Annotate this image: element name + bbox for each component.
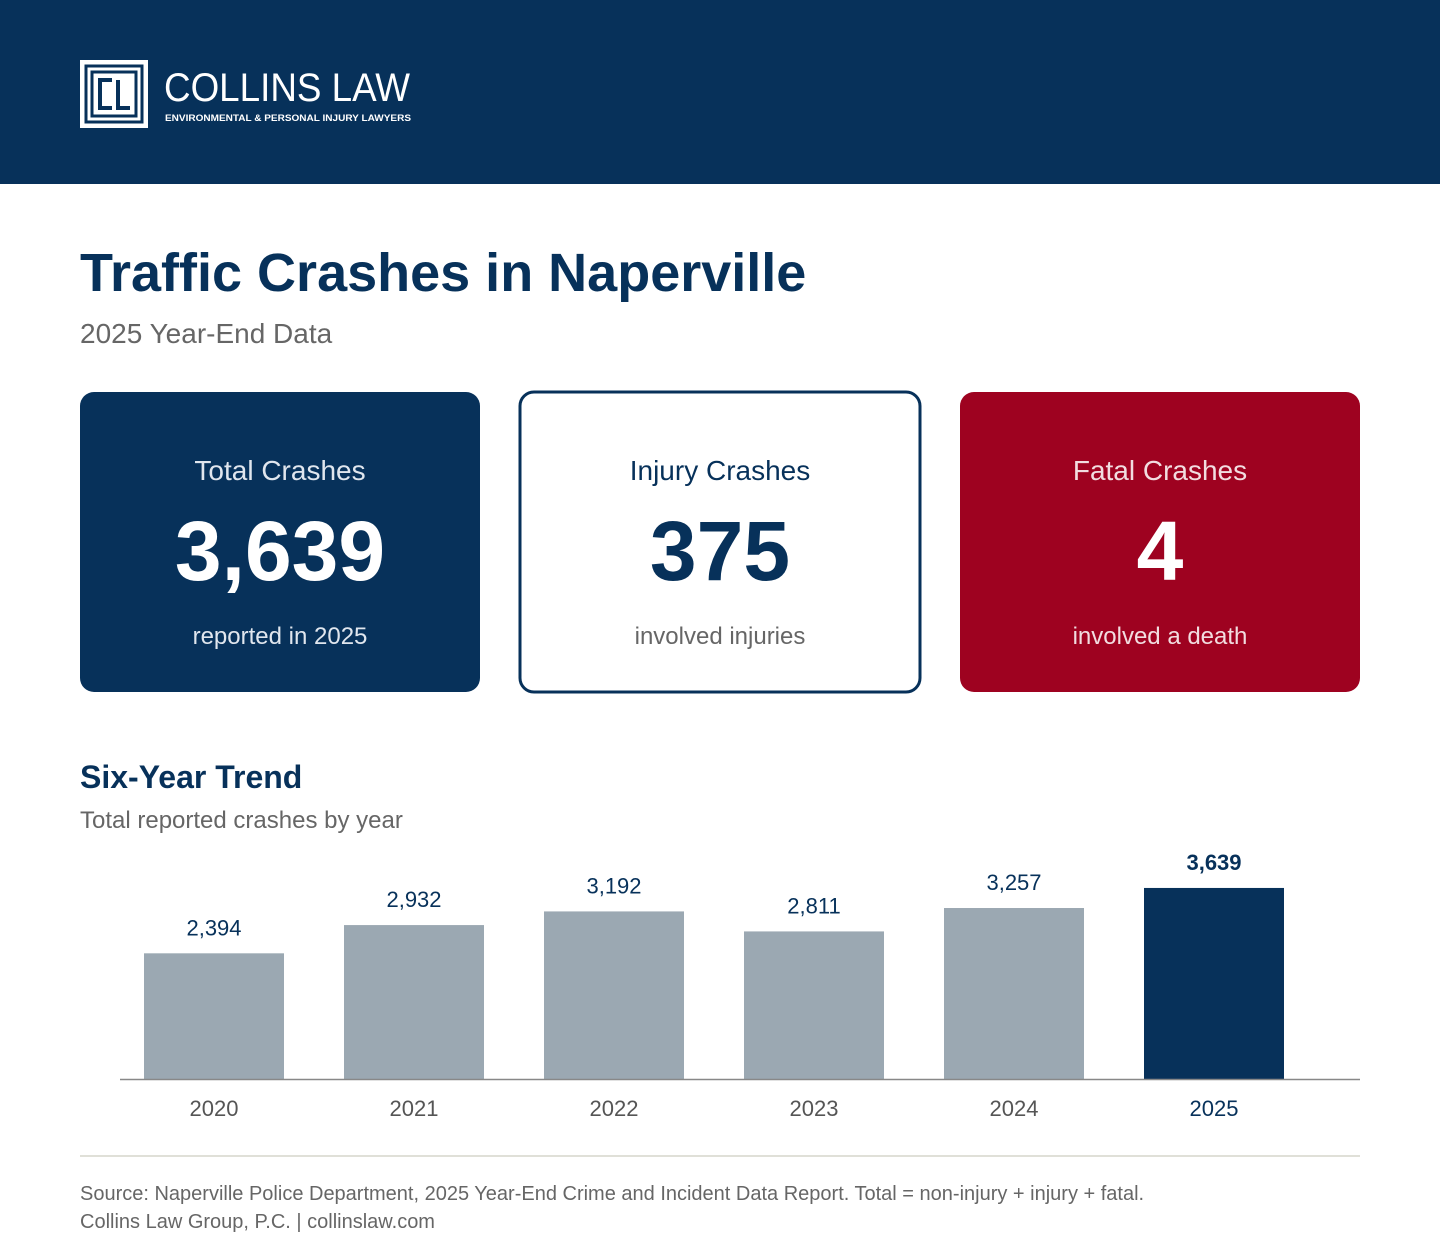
card bbox=[960, 392, 1360, 692]
chart-subtitle: Total reported crashes by year bbox=[80, 807, 403, 834]
value-label: 2,394 bbox=[186, 915, 241, 940]
bar bbox=[344, 925, 484, 1079]
card-label: Fatal Crashes bbox=[1073, 455, 1247, 486]
card-caption: involved a death bbox=[1073, 623, 1248, 650]
value-label: 3,192 bbox=[586, 873, 641, 898]
footer-credit: Collins Law Group, P.C. | collinslaw.com bbox=[80, 1211, 435, 1233]
x-tick-label: 2022 bbox=[590, 1096, 639, 1121]
page-subtitle: 2025 Year-End Data bbox=[80, 318, 333, 349]
brand: COLLINS LAW bbox=[164, 66, 410, 110]
chart-title: Six-Year Trend bbox=[80, 759, 302, 795]
footer-source: Source: Naperville Police Department, 20… bbox=[80, 1183, 1144, 1205]
bar bbox=[1144, 887, 1284, 1079]
card-value: 4 bbox=[1137, 504, 1184, 598]
logo bbox=[80, 60, 148, 128]
x-tick-label: 2024 bbox=[990, 1096, 1039, 1121]
card-value: 3,639 bbox=[175, 504, 385, 598]
card bbox=[518, 390, 922, 694]
card-caption: reported in 2025 bbox=[193, 623, 368, 650]
card bbox=[80, 392, 480, 692]
plot: 2,394 2020 2,932 2021 3,192 2022 2,811 2023 3,25… bbox=[144, 850, 1284, 1121]
value-label: 3,257 bbox=[986, 870, 1041, 895]
card-label: Injury Crashes bbox=[630, 455, 811, 486]
card-caption: involved injuries bbox=[635, 623, 806, 650]
header-bar bbox=[0, 0, 1440, 184]
x-tick-label: 2023 bbox=[790, 1096, 839, 1121]
bar bbox=[944, 908, 1084, 1079]
bar bbox=[144, 953, 284, 1079]
x-tick-label: 2025 bbox=[1190, 1096, 1239, 1121]
x-tick-label: 2021 bbox=[390, 1096, 439, 1121]
card-label: Total Crashes bbox=[194, 455, 365, 486]
x-tick-label: 2020 bbox=[190, 1096, 239, 1121]
value-label: 2,811 bbox=[787, 893, 840, 918]
value-label: 2,932 bbox=[386, 887, 441, 912]
page-title: Traffic Crashes in Naperville bbox=[80, 243, 806, 303]
tagline: ENVIRONMENTAL & PERSONAL INJURY LAWYERS bbox=[165, 113, 411, 123]
bar bbox=[544, 911, 684, 1079]
value-label: 3,639 bbox=[1186, 850, 1241, 875]
card-value: 375 bbox=[650, 504, 790, 598]
bar bbox=[744, 931, 884, 1079]
